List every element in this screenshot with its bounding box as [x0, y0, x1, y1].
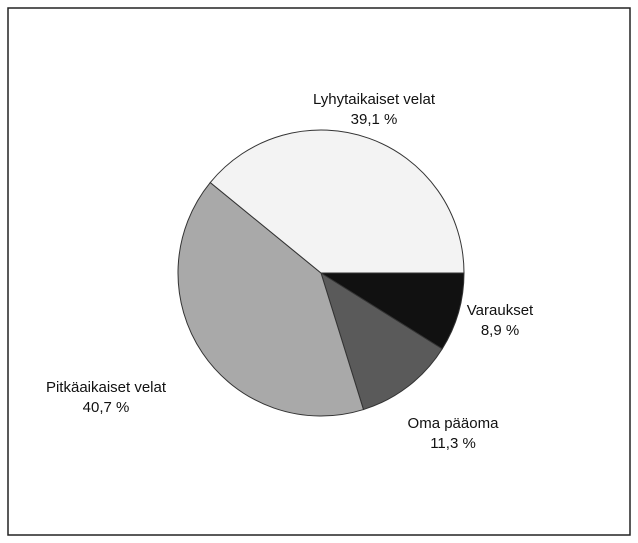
slice-value-label: 11,3 % — [430, 435, 476, 452]
slice-label: Varaukset — [467, 302, 534, 319]
pie-slice — [320, 271, 443, 411]
pie-slice — [209, 129, 465, 274]
slice-value-label: 40,7 % — [83, 399, 130, 416]
slice-value-label: 8,9 % — [481, 322, 519, 339]
pie-slice — [319, 272, 465, 350]
slice-value-label: 39,1 % — [351, 111, 398, 128]
slice-label: Lyhytaikaiset velat — [313, 91, 436, 108]
slice-label: Oma pääoma — [408, 415, 500, 432]
slice-label: Pitkäaikaiset velat — [46, 379, 167, 396]
pie-slice — [177, 181, 365, 417]
